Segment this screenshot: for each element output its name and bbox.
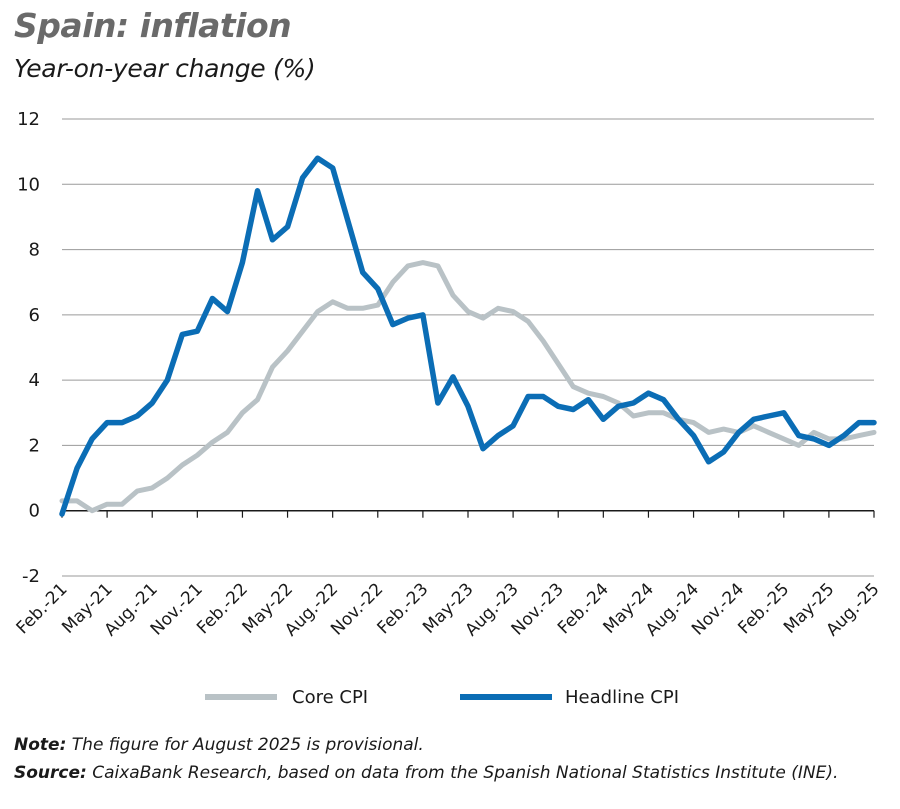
y-tick-label: 2	[29, 435, 40, 456]
legend-label: Headline CPI	[565, 687, 679, 708]
series-lines	[59, 155, 877, 517]
chart-source: Source: CaixaBank Research, based on dat…	[14, 763, 838, 783]
source-label: Source:	[14, 763, 87, 783]
y-tick-label: 4	[29, 370, 40, 391]
chart-note: Note: The figure for August 2025 is prov…	[14, 735, 424, 755]
y-tick-label: 0	[29, 501, 40, 522]
note-label: Note:	[14, 735, 67, 755]
line-chart: -2 0 2 4 6 8 10 12 Feb.-21May-21Aug.-21Nov.-21F…	[13, 109, 884, 708]
y-tick-label: 12	[17, 109, 40, 130]
x-axis	[61, 509, 875, 518]
chart-title: Spain: inflation	[14, 6, 292, 45]
note-text: The figure for August 2025 is provisiona…	[66, 735, 424, 755]
legend: Core CPI Headline CPI	[205, 687, 679, 708]
chart-subtitle: Year-on-year change (%)	[14, 54, 316, 83]
legend-label: Core CPI	[292, 687, 368, 708]
y-tick-label: 6	[29, 305, 40, 326]
source-text: CaixaBank Research, based on data from t…	[86, 763, 839, 783]
y-tick-label: -2	[22, 566, 40, 587]
series-line-core-cpi	[59, 260, 877, 514]
gridlines	[62, 118, 874, 577]
y-tick-label: 10	[17, 174, 40, 195]
y-tick-label: 8	[29, 240, 40, 261]
y-axis-ticks: -2 0 2 4 6 8 10 12	[17, 109, 40, 587]
x-axis-ticks: Feb.-21May-21Aug.-21Nov.-21Feb.-22May-22…	[13, 579, 884, 640]
series-line-headline-cpi	[59, 155, 877, 517]
